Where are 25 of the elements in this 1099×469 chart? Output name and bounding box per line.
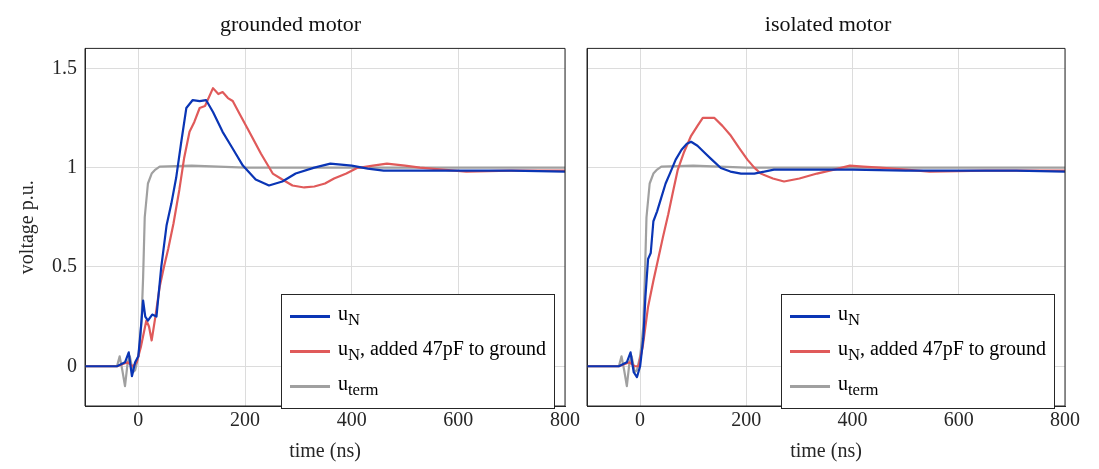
legend-label: u$_{N}$, added 47pF to ground (837, 336, 1046, 366)
x-axis-title: time (ns) (289, 439, 361, 463)
x-tick-label: 0 (133, 408, 144, 431)
legend-label: u$_{term}$ (837, 371, 879, 401)
x-tick-label: 400 (336, 408, 367, 431)
x-axis-title: time (ns) (790, 439, 862, 463)
y-axis-title: voltage p.u. (15, 180, 39, 275)
y-tick-label: 0 (67, 353, 77, 376)
y-tick-label: 0.5 (52, 254, 77, 277)
x-tick-label: 200 (731, 408, 762, 431)
x-tick-label: 200 (230, 408, 260, 431)
legend-label: u$_{term}$ (337, 371, 379, 401)
x-tick-label: 400 (837, 408, 868, 431)
chart-title: isolated motor (764, 10, 892, 36)
x-tick-label: 0 (635, 408, 646, 431)
x-tick-label: 800 (1050, 408, 1080, 431)
y-tick-label: 1 (67, 154, 77, 177)
legend-label: u$_{N}$ (837, 301, 860, 331)
legend-label: u$_{N}$ (337, 301, 360, 331)
x-tick-label: 600 (943, 408, 974, 431)
y-tick-label: 1.5 (52, 55, 77, 78)
x-tick-label: 800 (550, 408, 580, 431)
chart-title: grounded motor (219, 10, 362, 36)
x-tick-label: 600 (443, 408, 474, 431)
legend-label: u$_{N}$, added 47pF to ground (337, 336, 546, 366)
